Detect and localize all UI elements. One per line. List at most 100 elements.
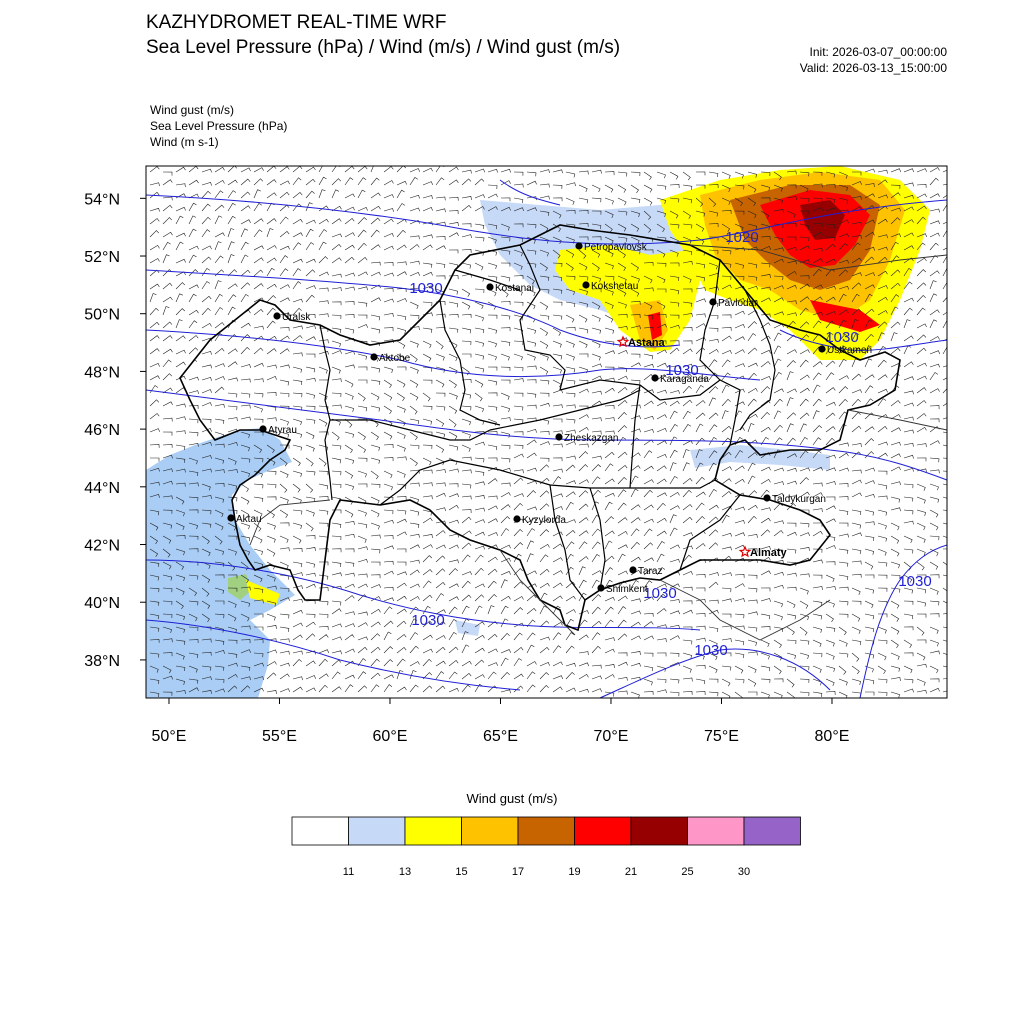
wind-barb [188,678,199,684]
wind-barb [695,384,704,394]
wind-barb [266,585,277,590]
wind-barb [422,457,432,466]
wind-barb [240,649,251,654]
wind-barb [877,194,888,199]
wind-barb [825,412,836,420]
wind-barb [396,595,407,602]
wind-barb [162,282,173,290]
wind-barb [175,282,186,290]
wind-barb [565,687,576,693]
wind-barb [149,587,160,593]
wind-barb [266,320,276,329]
wind-barb [630,236,640,244]
wind-barb [747,387,758,394]
wind-barb [487,478,498,485]
wind-barb [890,561,900,569]
wind-barb [409,522,420,528]
wind-barb [786,388,797,394]
wind-barb [279,230,290,238]
wind-barb [812,600,823,606]
wind-barb [578,579,587,589]
wind-barb [266,470,277,475]
wind-barb [175,183,186,188]
wind-barb [617,210,628,216]
wind-barb [786,246,797,251]
wind-barb [331,636,342,641]
wind-barb [838,509,849,516]
wind-barb [903,574,913,583]
wind-barb [903,535,913,544]
wind-barb [929,280,937,290]
wind-barb [695,462,704,472]
wind-barb [254,626,264,631]
wind-barb [175,403,186,408]
wind-barb [175,308,186,316]
wind-barb [188,215,197,225]
wind-barb [942,548,947,550]
wind-barb [266,392,277,397]
wind-barb [526,249,537,255]
wind-barb [591,169,602,174]
wind-barb [721,652,732,657]
wind-barb [357,573,368,578]
wind-barb [487,621,498,628]
city-label: Atyrau [268,425,297,436]
wind-barb [422,234,433,239]
wind-barb [253,257,264,264]
east-gust-lightblue [690,445,830,470]
wind-barb [708,397,717,407]
wind-barb [214,204,225,212]
wind-barb [578,619,588,628]
wind-barb [227,685,238,693]
wind-barb [773,530,784,537]
wind-barb [292,352,303,357]
wind-barb [344,533,355,538]
wind-barb [721,171,731,179]
wind-barb [747,639,757,646]
wind-barb [591,314,601,322]
wind-barb [539,431,550,436]
wind-barb [851,332,860,342]
wind-barb [409,168,420,173]
wind-barb [201,509,212,515]
wind-barb [604,530,615,537]
wind-barb [227,442,238,446]
wind-barb [344,611,355,616]
wind-barb [396,686,407,693]
wind-barb [422,620,433,628]
wind-barb [786,639,797,645]
wind-barb [162,600,173,605]
wind-barb [786,548,797,554]
wind-barb [643,612,654,617]
wind-barb [656,374,667,381]
wind-barb [604,249,614,258]
wind-barb [591,275,601,283]
wind-barb [331,431,340,441]
wind-barb [435,671,445,680]
wind-barb [864,521,875,526]
wind-barb [526,607,537,615]
wind-barb [409,244,420,251]
wind-barb [487,633,498,641]
wind-barb [552,223,562,232]
wind-barb [903,194,914,199]
wind-barb [500,632,510,641]
wind-barb [500,528,510,537]
wind-barb [435,492,446,498]
wind-barb [565,171,576,178]
wind-barb [162,444,173,448]
wind-barb [799,532,810,537]
wind-barb [630,475,639,485]
map-subtitle: Sea Level Pressure (hPa) / Wind (m/s) / … [146,37,621,58]
wind-barb [227,348,238,355]
wind-barb [240,625,251,630]
wind-barb [266,649,277,654]
wind-barb [253,470,263,478]
wind-barb [669,410,678,420]
wind-barb [864,358,873,368]
wind-barb [500,618,509,628]
wind-barb [305,166,316,173]
wind-barb [305,547,316,551]
wind-barb [214,509,224,518]
wind-barb [929,574,940,579]
